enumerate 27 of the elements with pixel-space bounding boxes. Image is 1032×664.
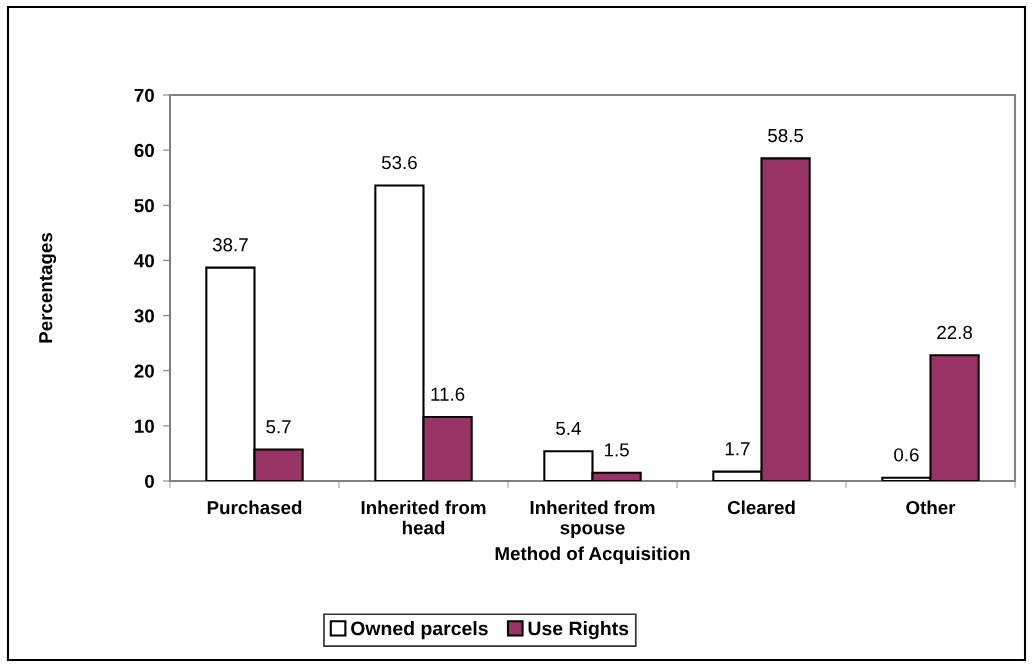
legend-label: Owned parcels [351, 621, 488, 640]
data-label: 0.6 [894, 448, 919, 462]
x-tick-label: Cleared [727, 500, 795, 515]
data-label: 22.8 [937, 325, 973, 340]
y-tick-label: 50 [134, 198, 154, 213]
y-tick-label: 0 [145, 474, 154, 488]
data-label: 11.6 [431, 387, 465, 401]
y-tick-label: 20 [134, 364, 154, 378]
data-label: 5.4 [556, 421, 581, 436]
x-tick-label: Other [906, 500, 956, 515]
x-tick-label: Purchased [207, 500, 302, 515]
data-label: 1.5 [604, 443, 629, 457]
data-label: 58.5 [768, 128, 804, 143]
data-label: 53.6 [381, 155, 417, 170]
x-tick-label: Inherited from head [361, 500, 486, 535]
data-label: 38.7 [212, 238, 248, 252]
data-label: 1.7 [725, 442, 750, 456]
y-axis-title: Percentages [39, 233, 57, 343]
legend-label: Use Rights [528, 621, 629, 640]
y-tick-label: 70 [134, 88, 154, 102]
x-axis-title: Method of Acquisition [495, 546, 690, 564]
y-tick-label: 40 [134, 254, 154, 268]
y-tick-label: 60 [134, 143, 154, 158]
x-tick-label: Inherited from spouse [530, 500, 655, 539]
y-tick-label: 10 [135, 419, 154, 433]
y-tick-label: 30 [134, 309, 154, 323]
data-label: 5.7 [266, 420, 291, 434]
